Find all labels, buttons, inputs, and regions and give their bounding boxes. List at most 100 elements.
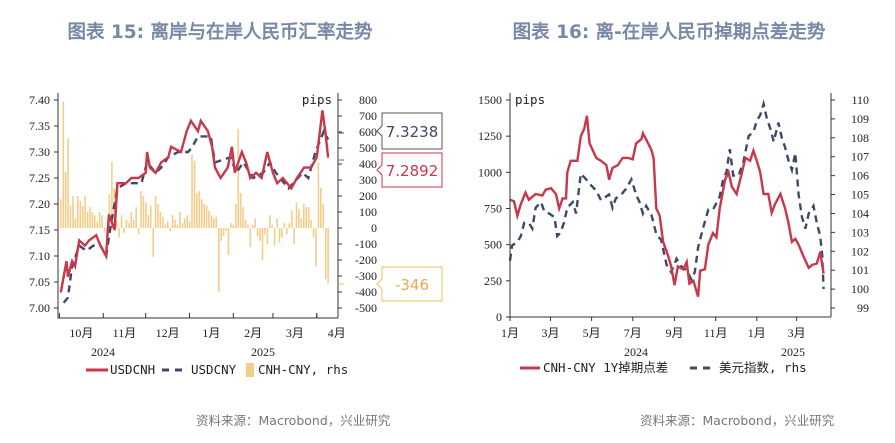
cnh-cny-bar bbox=[96, 221, 99, 228]
cnh-cny-bar bbox=[315, 228, 317, 267]
cnh-cny-bar bbox=[269, 215, 271, 228]
cnh-cny-bar bbox=[266, 228, 269, 244]
y2-tick-label: 700 bbox=[359, 109, 377, 123]
cnh-cny-bar bbox=[64, 172, 67, 228]
y-tick-label: 7.40 bbox=[29, 93, 50, 107]
cnh-cny-bar bbox=[159, 212, 162, 228]
cnh-cny-bar bbox=[135, 207, 137, 228]
cnh-cny-bar bbox=[271, 224, 273, 228]
cnh-cny-bar bbox=[118, 228, 120, 238]
cnh-cny-bar bbox=[264, 228, 266, 235]
cnh-cny-bar bbox=[293, 228, 295, 244]
cnh-cny-bar bbox=[128, 223, 130, 228]
y-tick-label: 1500 bbox=[478, 93, 502, 107]
cnh-cny-bar bbox=[312, 228, 315, 238]
x-tick-label: 1月 bbox=[501, 326, 519, 340]
y-tick-label: 7.10 bbox=[29, 249, 50, 263]
x-tick-label: 2月 bbox=[244, 326, 262, 340]
cnh-cny-bar bbox=[300, 218, 303, 228]
cnh-cny-bar bbox=[205, 205, 208, 228]
y-tick-label: 7.00 bbox=[29, 301, 50, 315]
cnh-cny-bar bbox=[72, 196, 74, 228]
cnh-cny-bar bbox=[120, 215, 123, 228]
cnh-cny-bar bbox=[307, 207, 310, 228]
y2-tick-label: 106 bbox=[851, 169, 869, 183]
y-tick-label: 500 bbox=[484, 238, 502, 252]
cnh-cny-bar bbox=[239, 192, 242, 228]
axis-frame bbox=[57, 93, 339, 319]
year-label: 2025 bbox=[251, 345, 275, 359]
left-chart: 7.00 7.05 7.10 7.15 7.20 7.25 7.30 7.35 7.40 -500… bbox=[29, 92, 443, 377]
x-tick-label: 3月 bbox=[788, 326, 806, 340]
cnh-cny-bar bbox=[288, 223, 290, 228]
y-tick-label: 7.30 bbox=[29, 145, 50, 159]
cnh-cny-bar bbox=[261, 228, 264, 260]
y2-tick-label: 600 bbox=[359, 125, 377, 139]
y-tick-label: 7.25 bbox=[29, 171, 50, 185]
cnh-cny-bar bbox=[273, 228, 276, 246]
cnh-cny-bar bbox=[171, 215, 174, 228]
value-callout-box bbox=[376, 266, 443, 302]
cnh-cny-bars bbox=[60, 101, 329, 292]
cnh-cny-bar bbox=[67, 138, 69, 228]
y2-tick-label: 110 bbox=[851, 93, 869, 107]
y-tick-label: 7.35 bbox=[29, 119, 50, 133]
cnh-cny-bar bbox=[295, 202, 298, 228]
cnh-cny-bar bbox=[179, 212, 181, 228]
cnh-cny-bar bbox=[227, 228, 230, 256]
y2-tick-label: 107 bbox=[851, 150, 869, 164]
cnh-cny-bar bbox=[322, 204, 324, 228]
cnh-cny-bar bbox=[244, 220, 247, 228]
y2-tick-label: 103 bbox=[851, 225, 869, 239]
right-chart-title: 图表 16: 离-在岸人民币掉期点差走势 bbox=[513, 21, 826, 43]
cnh-cny-bar bbox=[125, 220, 128, 228]
y2-tick-label: 105 bbox=[851, 188, 869, 202]
cnh-cny-bar bbox=[320, 188, 322, 228]
cnh-cny-bar bbox=[174, 220, 176, 228]
cnh-cny-bar bbox=[149, 205, 152, 228]
cnh-cny-bar bbox=[242, 207, 244, 228]
y-tick-label: 0 bbox=[496, 310, 502, 324]
cnh-cny-bar bbox=[60, 199, 62, 228]
cnh-cny-bar bbox=[142, 196, 145, 228]
x-tick-label: 7月 bbox=[624, 326, 642, 340]
cnh-cny-bar bbox=[108, 194, 111, 228]
cnh-cny-bar bbox=[132, 220, 135, 228]
y2-tick-label: 400 bbox=[359, 157, 377, 171]
cnh-cny-bar bbox=[276, 218, 278, 228]
y2-tick-label: 100 bbox=[359, 205, 377, 219]
cnh-cny-bar bbox=[286, 228, 288, 235]
cnh-cny-bar bbox=[130, 212, 133, 228]
cnh-cny-bar bbox=[305, 207, 307, 228]
cnh-cny-bar bbox=[201, 199, 203, 228]
y2-tick-label: 300 bbox=[359, 173, 377, 187]
y-tick-label: 7.05 bbox=[29, 275, 50, 289]
y2-tick-label: 109 bbox=[851, 112, 869, 126]
legend-dollar-index-label: 美元指数, rhs bbox=[719, 360, 807, 375]
cnh-cny-bar bbox=[203, 204, 205, 228]
cnh-cny-bar bbox=[162, 216, 164, 228]
cnh-cny-bar bbox=[298, 208, 300, 228]
y2-tick-label: -100 bbox=[355, 237, 377, 251]
cnh-cny-bar bbox=[84, 196, 86, 228]
cnh-cny-bar bbox=[247, 224, 249, 228]
x-tick-label: 3月 bbox=[286, 326, 304, 340]
cnh-cny-bar bbox=[193, 160, 196, 228]
x-tick-label: 1月 bbox=[202, 326, 220, 340]
cnh-cny-bar bbox=[157, 204, 159, 228]
cnh-cny-bar bbox=[222, 228, 225, 236]
cnh-cny-bar bbox=[252, 224, 254, 228]
legend-swap-points-label: CNH-CNY 1Y掉期点差 bbox=[543, 360, 668, 375]
cnh-cny-bar bbox=[86, 212, 89, 228]
x-tick-label: 4月 bbox=[328, 326, 346, 340]
cnh-cny-bar bbox=[169, 228, 171, 232]
right-chart: 0 250 500 750 1000 1250 1500 99 100 101 102 103 104 1… bbox=[478, 92, 869, 375]
cnh-cny-bar bbox=[186, 215, 188, 228]
cnh-cny-bar bbox=[183, 218, 186, 228]
cnh-cny-bar bbox=[283, 223, 286, 228]
cnh-cny-bar bbox=[89, 207, 91, 228]
cnh-cny-bar bbox=[213, 218, 215, 228]
y2-tick-label: -200 bbox=[355, 253, 377, 267]
cnh-cny-bar bbox=[111, 161, 113, 228]
cnh-cny-bar bbox=[232, 224, 235, 228]
